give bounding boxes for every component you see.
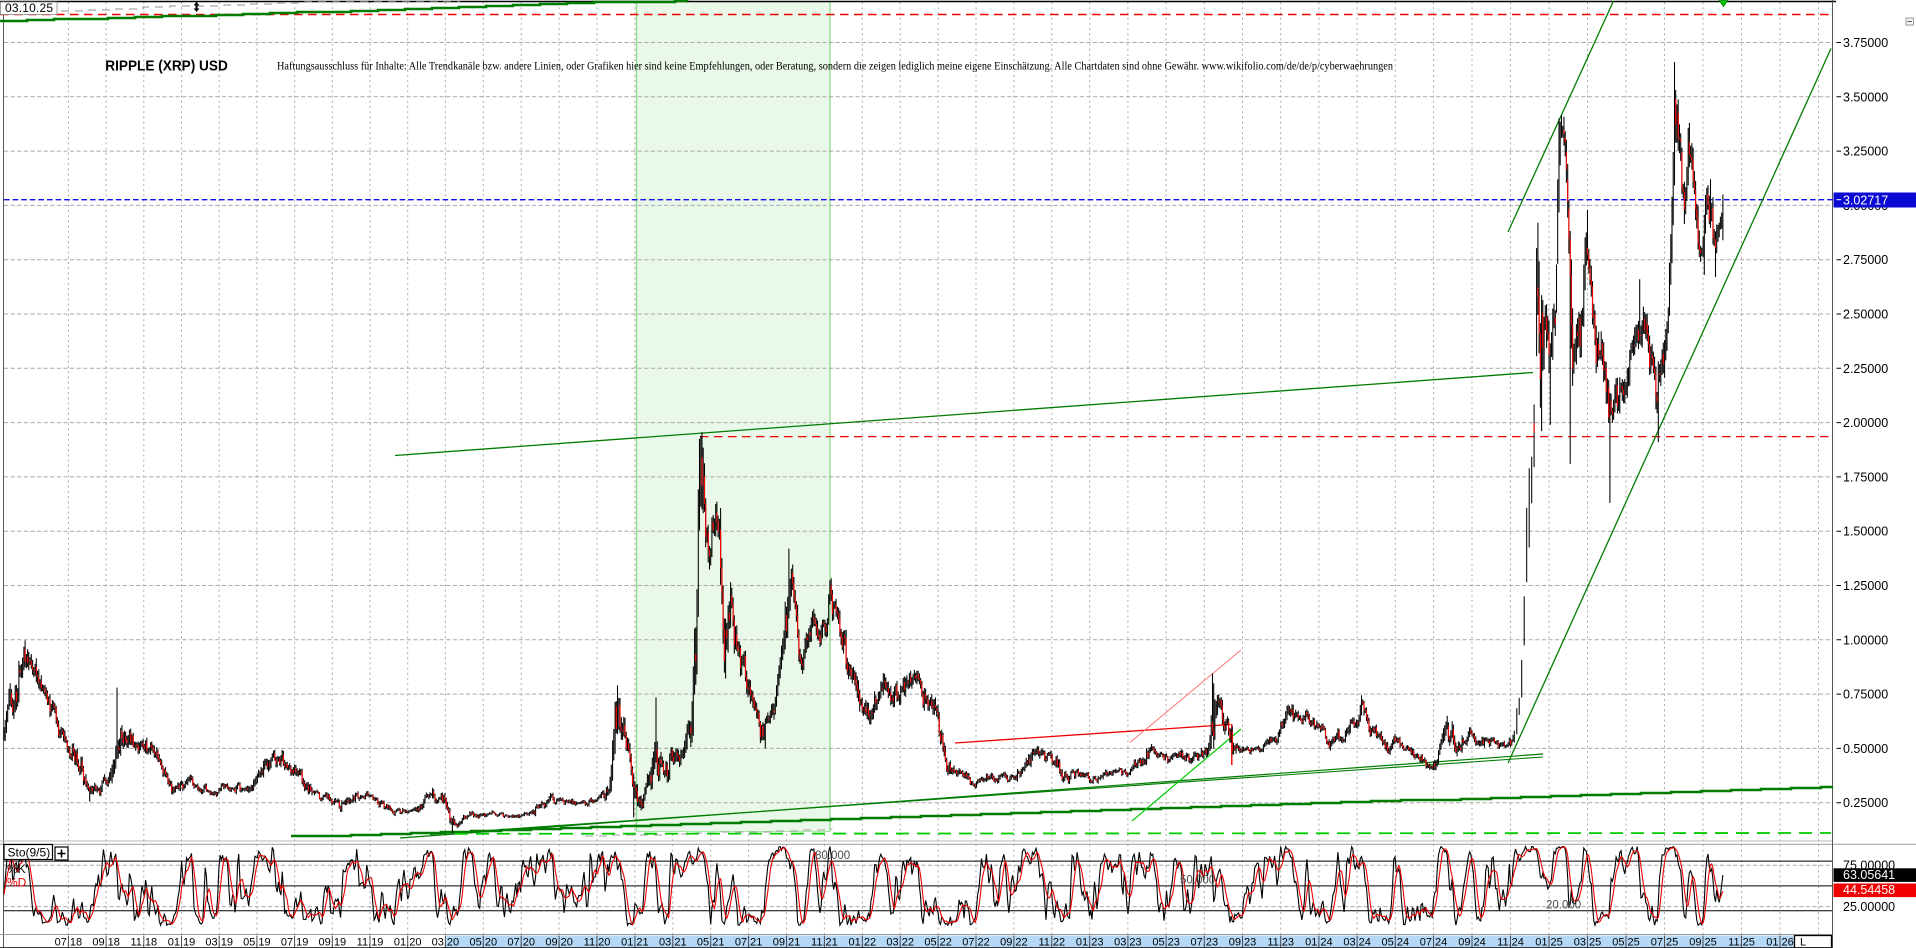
svg-text:2.00000: 2.00000	[1843, 416, 1888, 430]
svg-text:L: L	[1800, 937, 1806, 948]
svg-text:63.05641: 63.05641	[1843, 868, 1895, 882]
svg-text:1.50000: 1.50000	[1843, 525, 1888, 539]
svg-text:1.25000: 1.25000	[1843, 579, 1888, 593]
svg-text:50.000: 50.000	[1180, 875, 1215, 887]
svg-text:%D: %D	[7, 876, 27, 890]
svg-text:44.54458: 44.54458	[1843, 883, 1895, 897]
svg-text:3.50000: 3.50000	[1843, 90, 1888, 104]
svg-text:%K: %K	[7, 862, 26, 876]
svg-text:0.25000: 0.25000	[1843, 796, 1888, 810]
svg-text:0.75000: 0.75000	[1843, 688, 1888, 702]
svg-text:Sto(9/5): Sto(9/5)	[8, 846, 51, 860]
svg-text:2.25000: 2.25000	[1843, 362, 1888, 376]
svg-text:20.000: 20.000	[1546, 900, 1581, 912]
svg-text:3.25000: 3.25000	[1843, 145, 1888, 159]
svg-text:Haftungsausschluss für Inhalte: Haftungsausschluss für Inhalte: Alle Tre…	[277, 59, 1393, 73]
svg-text:2.75000: 2.75000	[1843, 253, 1888, 267]
svg-text:3.02717: 3.02717	[1843, 194, 1888, 208]
svg-text:0.50000: 0.50000	[1843, 742, 1888, 756]
svg-text:1.75000: 1.75000	[1843, 470, 1888, 484]
svg-text:03.10.25: 03.10.25	[5, 1, 53, 15]
svg-text:25.00000: 25.00000	[1843, 900, 1895, 914]
svg-text:1.00000: 1.00000	[1843, 633, 1888, 647]
svg-text:2.50000: 2.50000	[1843, 308, 1888, 322]
svg-text:80.000: 80.000	[815, 850, 850, 862]
svg-text:RIPPLE (XRP) USD: RIPPLE (XRP) USD	[105, 59, 228, 75]
svg-text:3.75000: 3.75000	[1843, 36, 1888, 50]
